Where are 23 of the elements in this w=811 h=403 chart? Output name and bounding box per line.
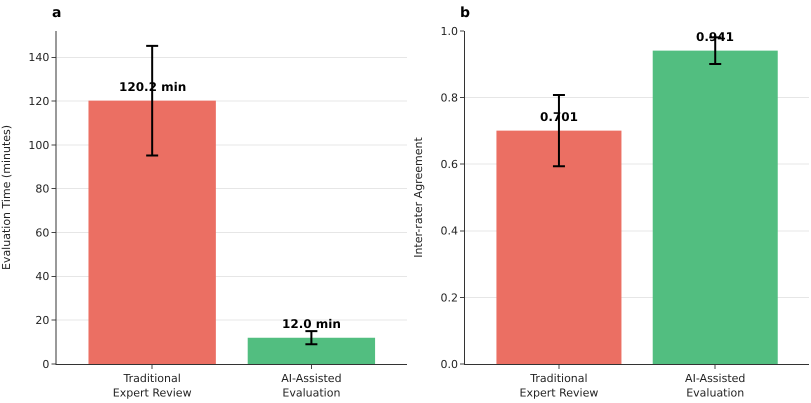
y-tick-label: 120: [28, 94, 50, 108]
y-tick-label: 140: [28, 51, 50, 64]
y-tick-label: 20: [35, 314, 50, 328]
y-tick-label: 0.8: [440, 91, 458, 104]
x-tick-label: Traditional Expert Review: [112, 372, 192, 400]
chart-title: b: [460, 5, 470, 21]
y-tick-label: 0.0: [440, 358, 458, 371]
chart-title: a: [52, 5, 62, 21]
y-tick-label: 100: [28, 138, 50, 152]
y-tick-label: 40: [35, 270, 50, 284]
y-tick-label: 0: [42, 358, 50, 371]
x-tick-label: AI-Assisted Evaluation: [685, 372, 746, 400]
y-axis-title: Inter-rater Agreement: [412, 136, 426, 258]
y-tick-label: 1.0: [440, 24, 458, 38]
y-tick-label: 0.4: [440, 224, 458, 238]
y-tick-label: 80: [35, 182, 50, 196]
y-tick-label: 0.2: [440, 291, 458, 304]
x-tick-label: Traditional Expert Review: [520, 372, 598, 400]
y-tick-label: 0.6: [440, 158, 458, 172]
x-tick-label: AI-Assisted Evaluation: [281, 372, 342, 400]
y-axis-title: Evaluation Time (minutes): [0, 124, 14, 270]
y-tick-label: 60: [35, 226, 50, 240]
data-label: 12.0 min: [282, 317, 341, 331]
